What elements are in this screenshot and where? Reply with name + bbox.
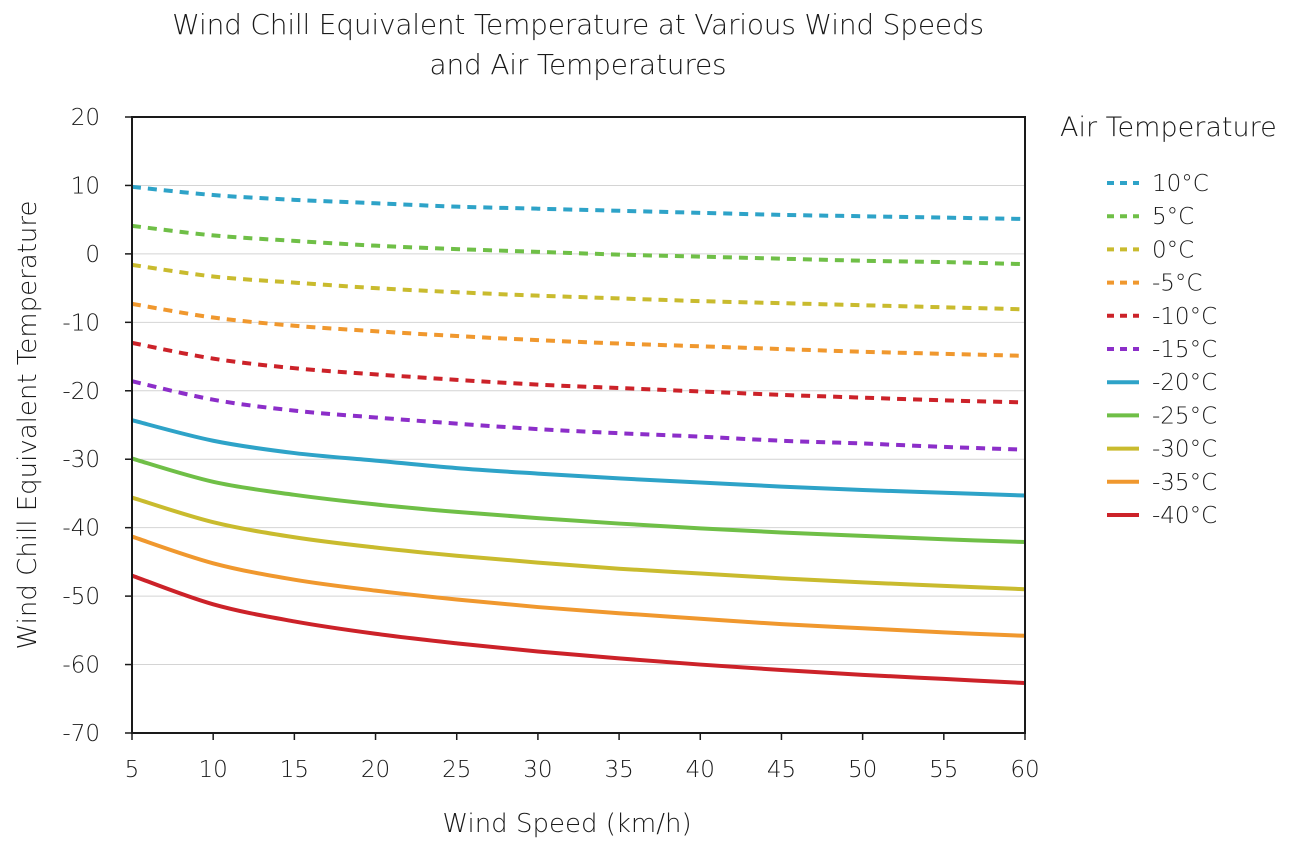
x-axis-ticks: 5 10 15 20 25 30 35 40 45 50 55 60 <box>125 733 1040 783</box>
x-tick-label: 30 <box>523 757 552 783</box>
series-line <box>131 262 1026 312</box>
chart-title-line-2: and Air Temperatures <box>429 48 727 81</box>
y-tick-label: 20 <box>71 105 100 131</box>
legend-label: -30°C <box>1152 437 1217 463</box>
series-line <box>131 184 1026 221</box>
series-line <box>131 379 1026 452</box>
legend: Air Temperature 10°C 5°C 0°C -5°C -10°C -15°C… <box>1060 112 1277 529</box>
legend-label: -35°C <box>1152 470 1217 496</box>
series-lines <box>131 184 1026 686</box>
x-tick-label: 40 <box>686 757 715 783</box>
legend-label: 5°C <box>1152 204 1194 230</box>
legend-label: -15°C <box>1152 337 1217 363</box>
y-tick-label: -60 <box>62 653 100 679</box>
x-tick-label: 5 <box>125 757 140 783</box>
series-line <box>131 223 1026 267</box>
x-tick-label: 25 <box>442 757 471 783</box>
series-line <box>131 301 1026 358</box>
legend-label: -5°C <box>1152 271 1203 297</box>
x-tick-label: 50 <box>848 757 877 783</box>
series-line <box>131 418 1026 498</box>
x-tick-label: 15 <box>280 757 309 783</box>
series-line <box>131 340 1026 405</box>
series-line <box>131 573 1026 686</box>
x-tick-label: 10 <box>199 757 228 783</box>
x-tick-label: 55 <box>929 757 958 783</box>
series-line <box>131 495 1026 592</box>
legend-label: -10°C <box>1152 304 1217 330</box>
legend-label: -20°C <box>1152 370 1217 396</box>
legend-label: -40°C <box>1152 503 1217 529</box>
y-axis-ticks: 20 10 0 -10 -20 -30 -40 -50 -60 -70 <box>62 105 132 747</box>
x-tick-label: 20 <box>361 757 390 783</box>
legend-label: 0°C <box>1152 237 1194 263</box>
plot-area-frame <box>131 116 1026 734</box>
y-tick-label: -70 <box>62 721 100 747</box>
x-tick-label: 35 <box>604 757 633 783</box>
chart-title-line-1: Wind Chill Equivalent Temperature at Var… <box>172 8 984 41</box>
series-line <box>131 456 1026 545</box>
y-axis-label: Wind Chill Equivalent Temperature <box>13 201 43 650</box>
series-line <box>131 534 1026 638</box>
x-tick-label: 45 <box>767 757 796 783</box>
gridlines <box>132 184 1025 666</box>
x-axis-label: Wind Speed (km/h) <box>442 809 691 839</box>
legend-label: 10°C <box>1152 171 1209 197</box>
y-tick-label: -30 <box>62 447 100 473</box>
y-tick-label: 10 <box>71 173 100 199</box>
x-tick-label: 60 <box>1010 757 1039 783</box>
y-tick-label: -10 <box>62 310 100 336</box>
y-tick-label: -20 <box>62 379 100 405</box>
legend-label: -25°C <box>1152 403 1217 429</box>
y-tick-label: 0 <box>85 242 100 268</box>
y-tick-label: -40 <box>62 516 100 542</box>
y-tick-label: -50 <box>62 584 100 610</box>
legend-title: Air Temperature <box>1060 112 1277 143</box>
